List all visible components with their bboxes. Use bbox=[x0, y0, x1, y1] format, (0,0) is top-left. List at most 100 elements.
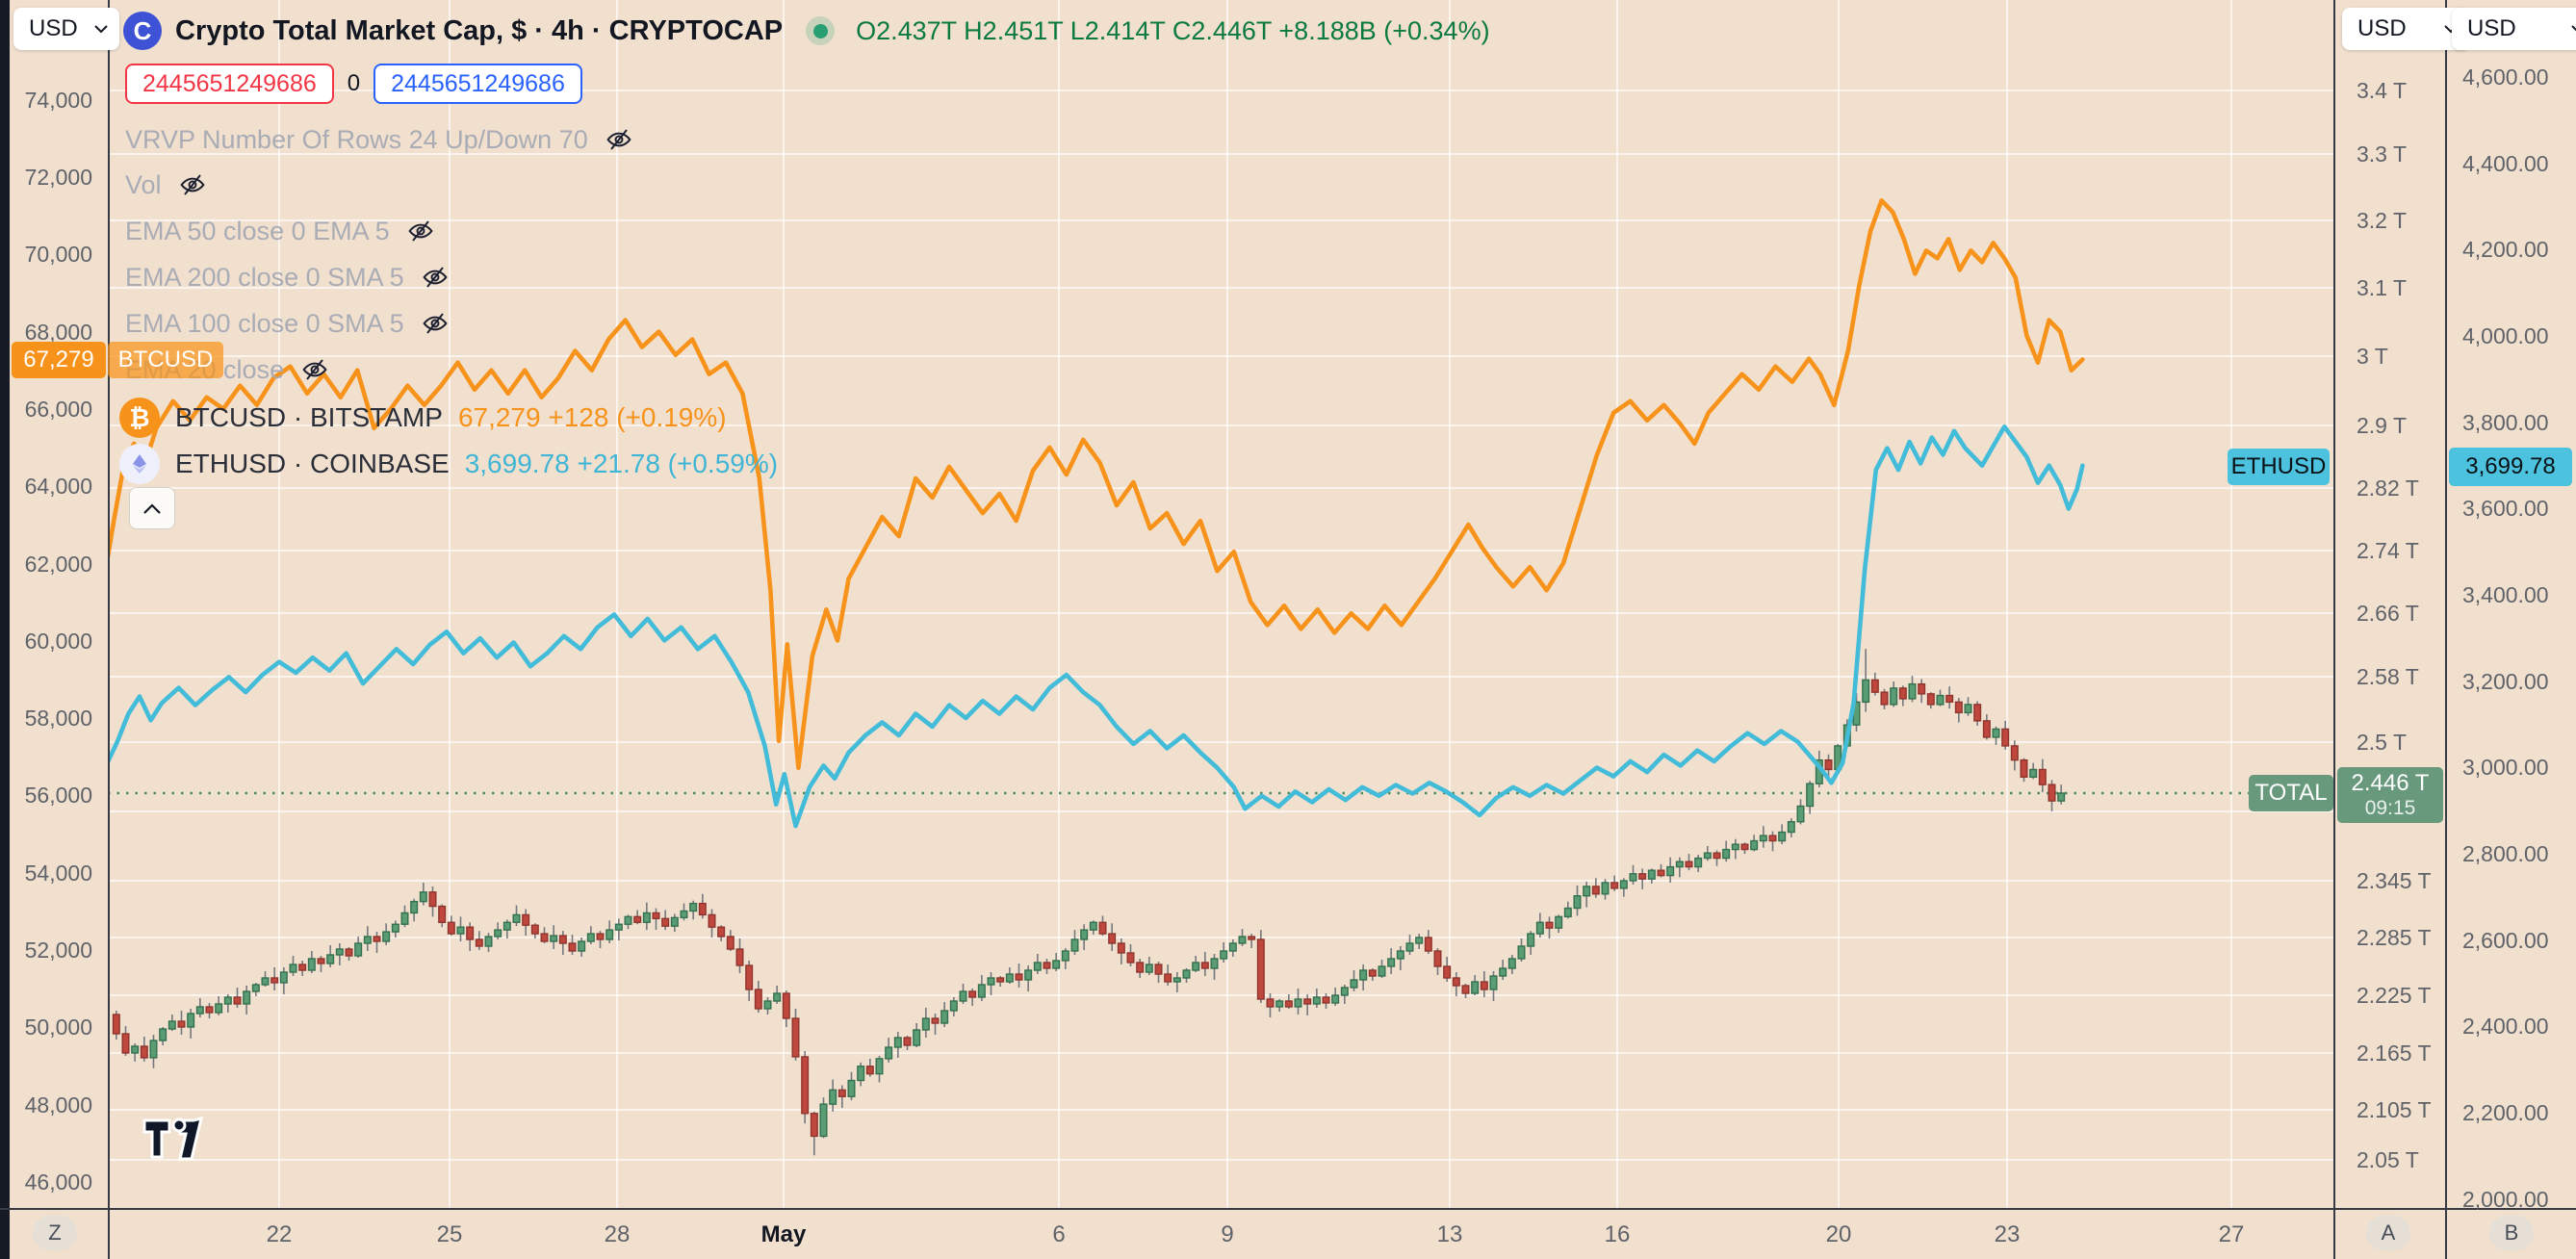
candle-body bbox=[233, 996, 242, 1005]
candle-body bbox=[605, 929, 614, 940]
legend-collapse-button[interactable] bbox=[129, 487, 175, 529]
candle-body bbox=[1164, 973, 1172, 983]
scale-a-separator bbox=[2333, 0, 2335, 1259]
candle-body bbox=[1108, 933, 1117, 944]
price-tick-label: 60,000 bbox=[24, 629, 92, 654]
candle-body bbox=[2029, 768, 2038, 779]
candle-body bbox=[717, 926, 726, 938]
scale-a-corner-button[interactable]: A bbox=[2366, 1216, 2410, 1250]
indicator-row-vrvp[interactable]: VRVP Number Of Rows 24 Up/Down 70 bbox=[125, 124, 634, 155]
eye-off-icon[interactable] bbox=[177, 169, 208, 200]
eye-off-icon[interactable] bbox=[405, 216, 436, 246]
indicator-row-ema50[interactable]: EMA 50 close 0 EMA 5 bbox=[125, 216, 436, 246]
tradingview-logo[interactable] bbox=[142, 1117, 206, 1161]
candle-body bbox=[1507, 958, 1516, 969]
left-price-scale[interactable]: 74,000 72,000 70,000 68,000 66,000 64,000 62,0… bbox=[10, 0, 108, 1208]
candle-body bbox=[1228, 942, 1237, 952]
scale-a-currency-dropdown[interactable]: USD bbox=[2342, 8, 2469, 50]
candle-body bbox=[1945, 694, 1954, 704]
indicator-row-ema200[interactable]: EMA 200 close 0 SMA 5 bbox=[125, 262, 451, 293]
candle-body bbox=[689, 902, 698, 912]
candle-body bbox=[1926, 693, 1935, 706]
candle-body bbox=[1424, 937, 1432, 952]
btc-series-name[interactable]: BTCUSD · BITSTAMP bbox=[175, 402, 443, 432]
collapsed-sidebar-strip[interactable] bbox=[0, 0, 10, 1259]
candle-body bbox=[773, 992, 782, 1002]
time-axis-separator bbox=[0, 1208, 2576, 1210]
eye-off-icon[interactable] bbox=[299, 354, 330, 385]
candle-body bbox=[1954, 701, 1963, 714]
indicator-row-vol[interactable]: Vol bbox=[125, 169, 208, 200]
candle-body bbox=[745, 964, 754, 990]
candle-body bbox=[1452, 977, 1460, 987]
candle-body bbox=[1387, 958, 1396, 967]
eth-series-name[interactable]: ETHUSD · COINBASE bbox=[175, 449, 450, 478]
market-status-dot-icon bbox=[806, 16, 836, 45]
candle-body bbox=[419, 891, 427, 903]
scale-b-corner-button[interactable]: B bbox=[2489, 1216, 2534, 1250]
candle-body bbox=[1722, 848, 1731, 860]
price-tick-label: 3.3 T bbox=[2357, 141, 2407, 167]
candle-body bbox=[195, 1006, 204, 1015]
candle-body bbox=[614, 923, 623, 931]
candle-body bbox=[1778, 831, 1787, 842]
time-tick-label: 16 bbox=[1604, 1221, 1631, 1247]
candle-body bbox=[1862, 679, 1870, 704]
candle-body bbox=[754, 989, 762, 1010]
page-title[interactable]: Crypto Total Market Cap, $ · 4h · CRYPTO… bbox=[175, 14, 784, 46]
scale-b-separator bbox=[2445, 0, 2447, 1259]
timezone-button[interactable]: Z bbox=[33, 1216, 77, 1250]
eye-off-icon[interactable] bbox=[420, 262, 451, 293]
eye-off-icon[interactable] bbox=[420, 308, 451, 339]
candle-body bbox=[819, 1103, 828, 1138]
candle-body bbox=[2057, 792, 2066, 802]
indicator-row-ema100[interactable]: EMA 100 close 0 SMA 5 bbox=[125, 308, 451, 339]
legend-row-btcusd[interactable]: ₿ BTCUSD · BITSTAMP 67,279 +128 (+0.19%) bbox=[119, 397, 727, 439]
price-tick-label: 2.225 T bbox=[2357, 983, 2432, 1008]
price-tick-label: 2,400.00 bbox=[2462, 1014, 2549, 1039]
candle-body bbox=[1731, 843, 1739, 851]
scale-b-currency-dropdown[interactable]: USD bbox=[2452, 8, 2576, 50]
candle-body bbox=[243, 990, 251, 1005]
candle-body bbox=[1489, 975, 1498, 990]
candle-body bbox=[1126, 952, 1135, 964]
candle-body bbox=[1443, 965, 1452, 979]
candle-body bbox=[987, 977, 995, 986]
candle-body bbox=[698, 902, 707, 916]
candle-body bbox=[530, 924, 539, 935]
candle-body bbox=[391, 923, 399, 933]
time-axis[interactable]: Z A B 22 25 28 May 6 9 13 16 20 23 27 bbox=[0, 1210, 2576, 1259]
time-tick-label: 27 bbox=[2218, 1221, 2245, 1247]
candle-body bbox=[1052, 960, 1061, 969]
candle-body bbox=[1322, 996, 1330, 1004]
candle-body bbox=[791, 1017, 800, 1058]
candle-body bbox=[642, 912, 651, 923]
candle-body bbox=[1647, 869, 1656, 880]
price-tick-label: 2,800.00 bbox=[2462, 841, 2549, 866]
legend-row-ethusd[interactable]: ETHUSD · COINBASE 3,699.78 +21.78 (+0.59… bbox=[119, 443, 778, 485]
candle-body bbox=[680, 910, 688, 919]
chart-plot-area[interactable] bbox=[108, 0, 2333, 1208]
total-price-scale[interactable]: 3.4 T 3.3 T 3.2 T 3.1 T 3 T 2.9 T 2.82 T 2.74 T… bbox=[2333, 0, 2445, 1208]
left-currency-dropdown[interactable]: USD bbox=[13, 8, 119, 50]
alert-label-red[interactable]: 2445651249686 bbox=[125, 64, 334, 104]
ethereum-icon bbox=[119, 444, 160, 484]
candle-body bbox=[1182, 969, 1191, 979]
price-tick-label: 4,200.00 bbox=[2462, 237, 2549, 262]
candle-body bbox=[1024, 969, 1033, 981]
cryptocap-logo-icon: C bbox=[123, 12, 162, 50]
eth-price-scale[interactable]: 4,600.00 4,400.00 4,200.00 4,000.00 3,800.00… bbox=[2445, 0, 2576, 1212]
alert-label-blue[interactable]: 2445651249686 bbox=[374, 64, 582, 104]
eye-off-icon[interactable] bbox=[604, 124, 634, 155]
price-tick-label: 2.285 T bbox=[2357, 925, 2432, 950]
candle-body bbox=[1601, 882, 1610, 895]
candle-body bbox=[1694, 857, 1703, 868]
bitcoin-icon: ₿ bbox=[119, 398, 160, 438]
candle-body bbox=[270, 977, 279, 984]
candle-body bbox=[829, 1089, 837, 1105]
candle-body bbox=[940, 1010, 949, 1024]
candle-body bbox=[1200, 962, 1209, 969]
candle-body bbox=[1750, 839, 1759, 851]
candle-body bbox=[1880, 691, 1889, 706]
candle-body bbox=[307, 958, 316, 971]
